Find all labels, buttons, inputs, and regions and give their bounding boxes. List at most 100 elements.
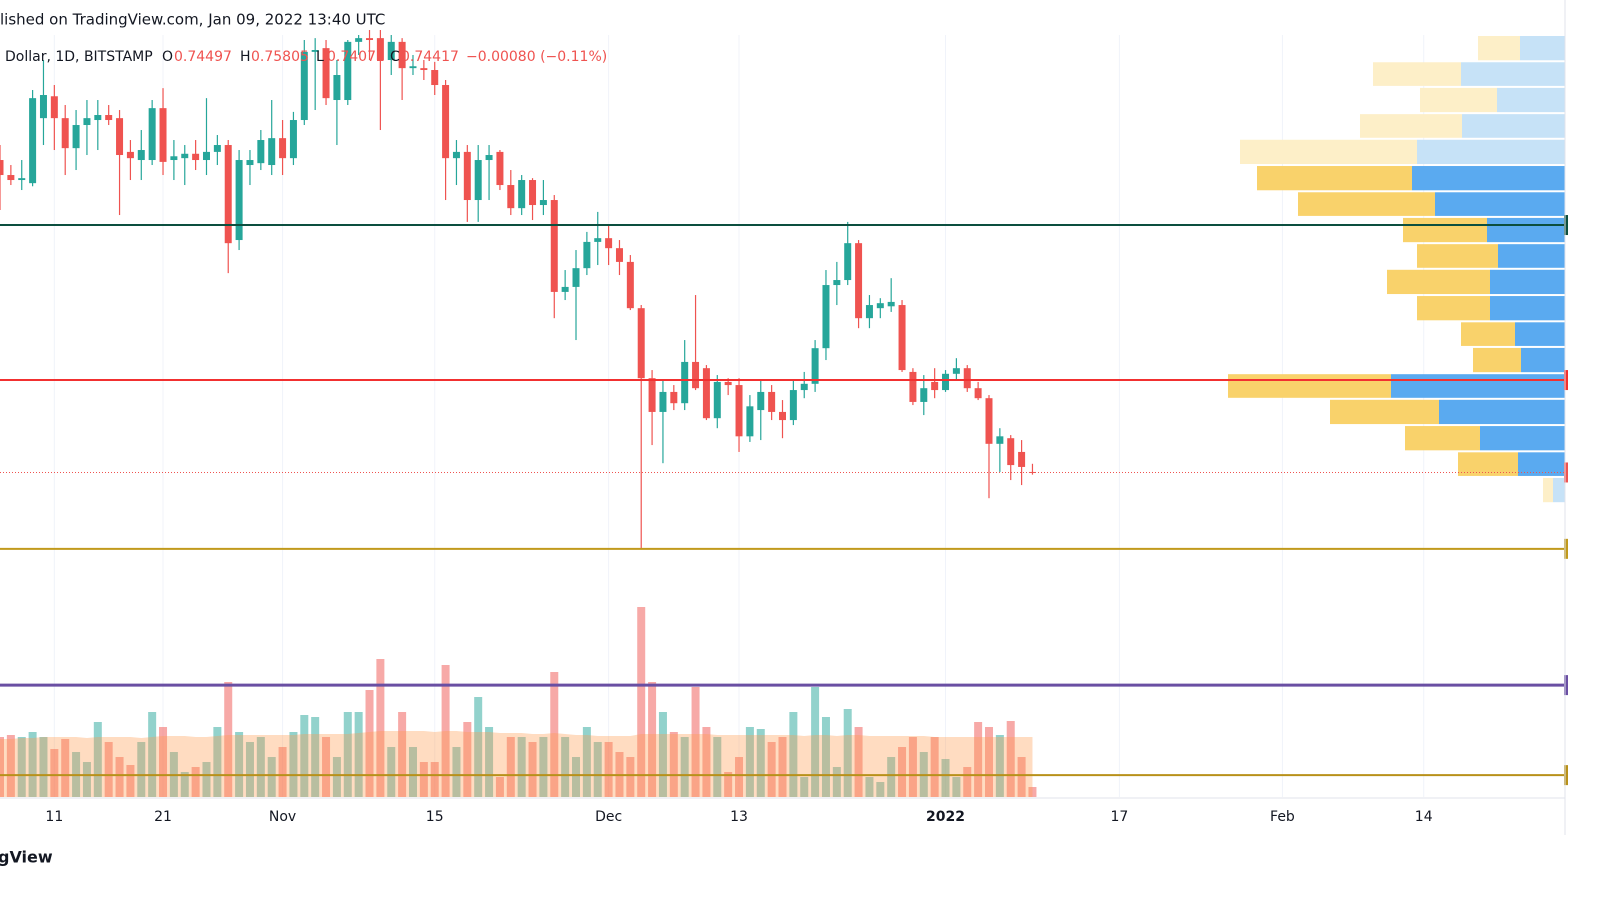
profile-down <box>1417 244 1498 268</box>
level-tab <box>1564 675 1568 696</box>
x-tick-label: Dec <box>595 809 622 825</box>
volume-bar <box>691 687 700 797</box>
volume-bar <box>702 727 711 797</box>
level-tab <box>1564 370 1568 391</box>
symbol: Dollar, 1D, BITSTAMP <box>5 49 153 65</box>
profile-up <box>1498 244 1565 268</box>
candle-body <box>50 96 58 119</box>
profile-up <box>1518 452 1565 476</box>
candle-body <box>442 85 450 159</box>
volume-bar <box>658 712 667 797</box>
volume-bar <box>17 737 26 797</box>
candle-body <box>670 391 678 404</box>
candle-body <box>279 138 287 159</box>
candle-body <box>311 50 319 52</box>
candle-body <box>83 118 91 126</box>
legend-value: 0.74072 <box>327 49 385 65</box>
candle-body <box>659 391 667 412</box>
level-tab <box>1564 215 1568 236</box>
candle-body <box>648 378 656 412</box>
volume-bar <box>593 742 602 797</box>
volume-bar <box>311 717 320 797</box>
candle-body <box>300 51 308 121</box>
legend-value: 0.75805 <box>251 49 309 65</box>
volume-bar <box>984 727 993 797</box>
volume-bar <box>821 717 830 797</box>
volume-bar <box>865 777 874 797</box>
profile-up <box>1439 399 1565 425</box>
legend-label: L <box>316 49 324 65</box>
candle-body <box>420 68 428 71</box>
volume-bar <box>354 712 363 797</box>
candle-body <box>920 388 928 402</box>
candle-body <box>615 248 623 262</box>
volume-bar <box>419 762 428 797</box>
volume-bar <box>267 757 276 797</box>
volume-bar <box>713 737 722 797</box>
volume-bar <box>724 772 733 797</box>
volume-bar <box>680 737 689 797</box>
candle-body <box>431 70 439 86</box>
profile-up <box>1461 62 1565 86</box>
x-tick-label: 14 <box>1415 809 1433 825</box>
candle-body <box>931 381 939 391</box>
x-tick-label: 2022 <box>926 809 965 825</box>
volume-bar <box>735 757 744 797</box>
volume-bar <box>669 732 678 797</box>
candle-body <box>246 160 254 166</box>
volume-bar <box>876 782 885 797</box>
candle-body <box>398 41 406 69</box>
candle-body <box>952 368 960 374</box>
candle-body <box>0 160 4 176</box>
candle-body <box>757 391 765 411</box>
volume-bar <box>539 737 548 797</box>
candle-body <box>692 361 700 389</box>
candle-body <box>116 118 124 156</box>
volume-bar <box>1017 757 1026 797</box>
profile-down <box>1420 87 1497 113</box>
candle-body <box>898 305 906 371</box>
candle-body <box>355 38 363 42</box>
volume-bar <box>789 712 798 797</box>
candle-body <box>61 118 69 149</box>
legend-change: −0.00080 (−0.11%) <box>466 49 607 65</box>
candle-body <box>855 243 863 319</box>
candle-body <box>333 75 341 101</box>
candle-body <box>105 115 113 121</box>
volume-bar <box>137 742 146 797</box>
profile-up <box>1553 477 1565 503</box>
candle-body <box>605 238 613 249</box>
volume-bar <box>245 742 254 797</box>
volume-bar <box>941 759 950 797</box>
volume-bar <box>843 709 852 797</box>
x-tick-label: 21 <box>154 809 172 825</box>
volume-bar <box>637 607 646 797</box>
candle-body <box>963 368 971 389</box>
volume-bar <box>126 765 135 797</box>
candle-body <box>865 305 873 319</box>
candle-body <box>366 38 374 41</box>
candle-body <box>170 156 178 161</box>
candle-body <box>202 151 210 161</box>
volume-bar <box>213 727 222 797</box>
profile-up <box>1521 347 1565 373</box>
volume-bar <box>995 735 1004 797</box>
volume-bar <box>517 737 526 797</box>
volume-bar <box>61 739 70 797</box>
candle-body <box>376 38 384 61</box>
x-tick-label: Nov <box>269 809 296 825</box>
profile-up <box>1520 36 1565 61</box>
candle-body <box>289 120 297 159</box>
volume-bar <box>332 757 341 797</box>
volume-bar <box>887 757 896 797</box>
candle-body <box>496 151 504 186</box>
candle-body <box>507 185 515 209</box>
candle-body <box>539 200 547 206</box>
volume-bar <box>289 732 298 797</box>
volume-bar <box>528 742 537 797</box>
candle-body <box>768 391 776 412</box>
candle-body <box>224 145 232 244</box>
last-price-tab <box>1564 462 1568 483</box>
volume-bar <box>648 682 657 797</box>
